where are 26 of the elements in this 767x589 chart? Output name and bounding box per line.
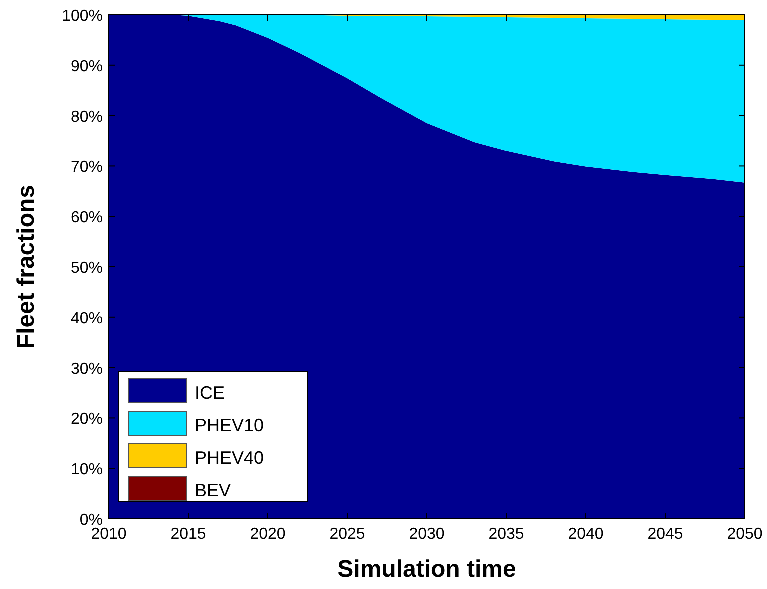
x-tick-label: 2015 [170,526,206,543]
y-tick-label: 0% [80,512,103,529]
y-tick-label: 20% [70,411,103,428]
x-tick-label: 2030 [409,526,445,543]
series-label: ICE [195,383,226,403]
y-tick-label: 80% [70,108,103,126]
y-tick-label: 40% [70,310,103,328]
y-tick-label: 60% [70,210,103,227]
legend-label: PHEV40 [195,448,264,468]
y-tick-label: 10% [70,462,103,479]
y-tick-label: 90% [70,58,103,76]
y-tick-label: 50% [70,260,103,277]
x-tick-label: 2045 [648,526,684,543]
legend-label: PHEV10 [195,416,264,436]
x-tick-label: 2010 [91,526,127,543]
y-tick-label: 70% [70,159,103,176]
x-tick-label: 2040 [568,526,604,543]
legend-label: BEV [195,480,232,500]
x-tick-label: 2035 [488,526,524,543]
y-tick-label: 30% [70,360,103,378]
y-axis-title: Fleet fractions [13,184,40,350]
x-axis-title: Simulation time [338,556,516,583]
x-tick-label: 2025 [330,526,366,543]
y-tick-label: 100% [62,8,103,25]
x-tick-label: 2020 [250,526,286,543]
x-tick-label: 2050 [727,526,763,543]
